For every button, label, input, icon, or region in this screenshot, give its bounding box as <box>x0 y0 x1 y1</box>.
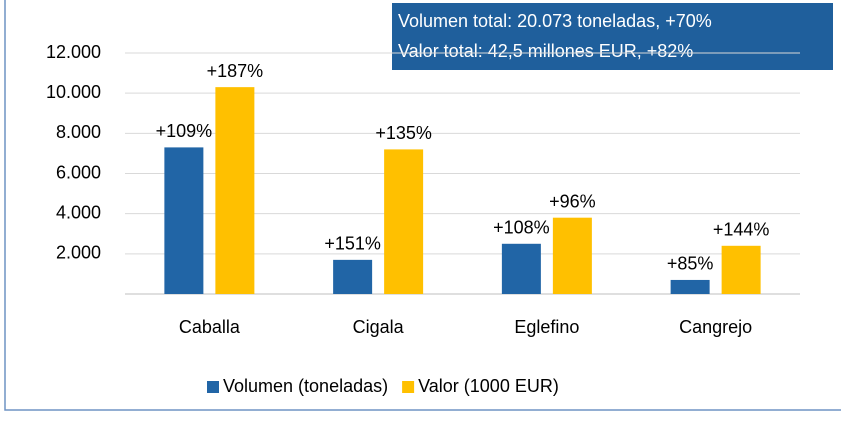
annotation-box <box>392 3 833 70</box>
x-tick-label: Eglefino <box>514 317 579 337</box>
x-tick-label: Cigala <box>353 317 405 337</box>
bar-annotation: +187% <box>207 61 264 81</box>
x-tick-label: Caballa <box>179 317 241 337</box>
bar <box>384 149 424 294</box>
bar-annotation: +144% <box>713 220 770 240</box>
bar <box>501 243 541 294</box>
bar-annotation: +109% <box>156 121 213 141</box>
bar <box>552 217 592 294</box>
chart-frame <box>4 0 841 411</box>
annotation-text: Valor total: 42,5 millones EUR, +82% <box>398 41 693 61</box>
bar <box>721 245 761 294</box>
bar <box>164 147 204 294</box>
bar <box>670 279 710 294</box>
y-tick-label: 10.000 <box>46 82 101 102</box>
legend-label: Valor (1000 EUR) <box>418 376 559 396</box>
y-tick-label: 6.000 <box>56 162 101 182</box>
annotation-text: Volumen total: 20.073 toneladas, +70% <box>398 11 712 31</box>
x-tick-label: Cangrejo <box>679 317 752 337</box>
legend-swatch <box>207 381 219 393</box>
y-tick-label: 12.000 <box>46 42 101 62</box>
legend-label: Volumen (toneladas) <box>223 376 388 396</box>
y-tick-label: 8.000 <box>56 122 101 142</box>
bar-annotation: +135% <box>375 123 432 143</box>
bar <box>333 259 373 294</box>
bar <box>215 87 255 295</box>
bar-annotation: +85% <box>667 254 714 274</box>
bar-annotation: +108% <box>493 218 550 238</box>
legend-swatch <box>402 381 415 393</box>
bar-annotation: +96% <box>549 191 596 211</box>
y-tick-label: 4.000 <box>56 202 101 222</box>
y-tick-label: 2.000 <box>56 243 101 263</box>
bar-annotation: +151% <box>324 234 381 254</box>
